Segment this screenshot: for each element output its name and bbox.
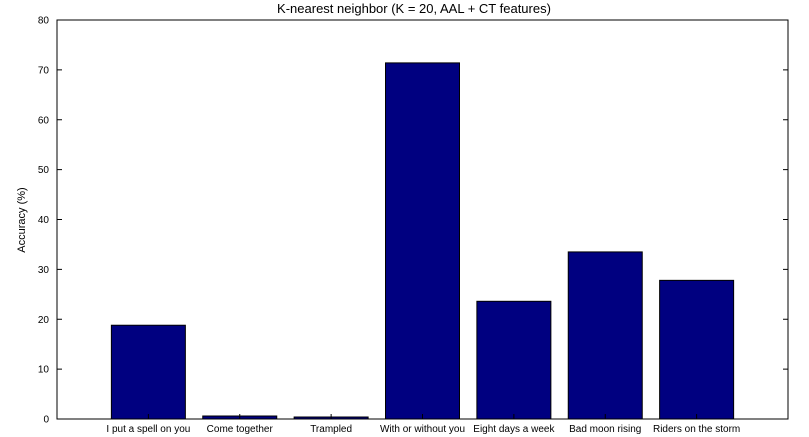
bars — [110, 62, 735, 420]
y-tick-label: 60 — [38, 115, 50, 126]
y-tick-label: 70 — [38, 65, 50, 76]
x-tick-label: With or without you — [380, 424, 465, 435]
y-axis-ticks: 0 10 20 30 40 50 60 70 80 — [38, 16, 788, 426]
y-tick-label: 30 — [38, 265, 50, 276]
y-tick-label: 10 — [38, 365, 50, 376]
x-axis-tick-labels: I put a spell on you Come together Trample… — [106, 414, 740, 435]
y-tick-label: 0 — [43, 415, 49, 426]
x-tick-label: Bad moon rising — [569, 424, 641, 435]
bar — [567, 251, 643, 420]
bar — [110, 324, 186, 420]
x-tick-label: Come together — [207, 424, 274, 435]
chart-title: K-nearest neighbor (K = 20, AAL + CT fea… — [277, 1, 551, 16]
x-tick-label: Eight days a week — [473, 424, 555, 435]
x-tick-label: I put a spell on you — [106, 424, 190, 435]
y-axis-label: Accuracy (%) — [16, 187, 28, 252]
y-tick-label: 20 — [38, 315, 50, 326]
bar — [385, 62, 460, 420]
y-tick-label: 40 — [38, 215, 50, 226]
x-tick-label: Riders on the storm — [653, 424, 740, 435]
bar — [659, 279, 735, 420]
y-tick-label: 80 — [38, 16, 50, 27]
bar — [476, 300, 552, 420]
y-tick-label: 50 — [38, 165, 50, 176]
x-tick-label: Trampled — [310, 424, 352, 435]
